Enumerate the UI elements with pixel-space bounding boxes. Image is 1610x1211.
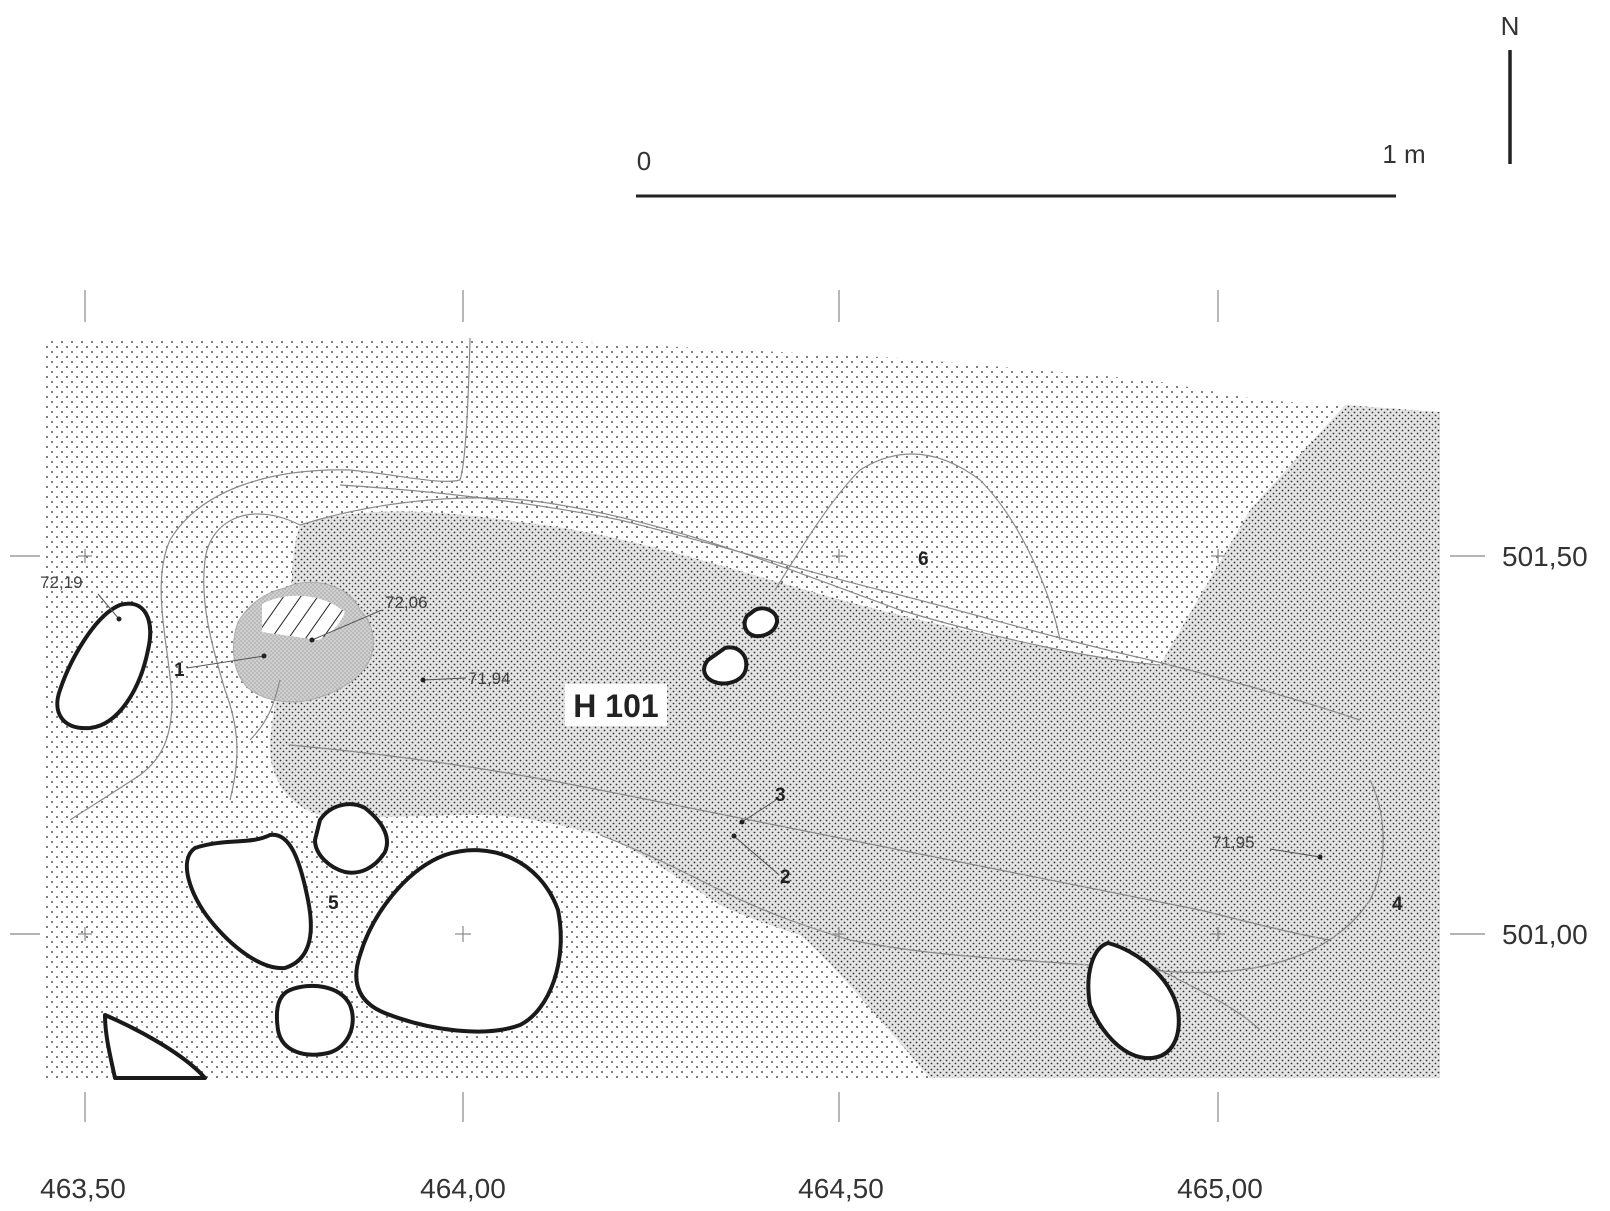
stone xyxy=(702,645,749,686)
x-axis-label: 464,00 xyxy=(420,1173,506,1204)
find-2: 2 xyxy=(731,833,791,888)
hatched-stone xyxy=(262,595,345,640)
elevation-71-94: 71,94 xyxy=(420,669,511,688)
feature-label: H 101 xyxy=(573,688,658,724)
scale-start-label: 0 xyxy=(637,146,651,176)
find-1: 1 xyxy=(174,653,267,681)
contour-line xyxy=(339,484,1361,721)
x-axis-label: 464,50 xyxy=(798,1173,884,1204)
find-number: 3 xyxy=(775,785,786,806)
find-number: 4 xyxy=(1392,894,1403,915)
y-axis-label: 501,50 xyxy=(1502,541,1588,572)
contour-line xyxy=(203,513,301,801)
axis-ticks xyxy=(10,290,1485,1122)
elevation-label: 72,19 xyxy=(40,573,83,592)
contour-line xyxy=(249,679,281,741)
contour-line xyxy=(599,779,1384,973)
stone xyxy=(274,983,355,1057)
find-3: 3 xyxy=(739,785,786,825)
x-axis-label: 465,00 xyxy=(1177,1173,1263,1204)
find-number: 6 xyxy=(918,549,929,570)
contour-line xyxy=(1149,964,1261,1031)
north-arrow: N xyxy=(1501,11,1520,164)
stone xyxy=(184,832,313,971)
stone xyxy=(313,802,389,875)
contour-line xyxy=(289,744,1331,941)
pit-h101-fill xyxy=(269,405,1441,1078)
find-number: 2 xyxy=(780,867,791,888)
elevation-label: 71,95 xyxy=(1212,833,1255,852)
stone xyxy=(1086,941,1181,1061)
scale-bar: 0 1 m xyxy=(636,139,1426,198)
stone xyxy=(354,848,563,1034)
stone xyxy=(103,1013,207,1080)
grid-crosses xyxy=(78,549,1225,942)
elevation-72-19: 72,19 xyxy=(40,573,122,622)
elevation-71-95: 71,95 xyxy=(1212,833,1323,860)
elevation-label: 72,06 xyxy=(385,593,428,612)
feature-label-background xyxy=(565,684,667,726)
north-label: N xyxy=(1501,11,1520,41)
stone xyxy=(742,606,779,639)
elevation-72-06: 72,06 xyxy=(309,593,428,643)
x-axis-label: 463,50 xyxy=(40,1173,126,1204)
find-number: 5 xyxy=(328,893,339,914)
contour-line xyxy=(774,453,1061,641)
stone xyxy=(55,601,153,731)
find-number: 1 xyxy=(174,660,185,681)
scale-end-label: 1 m xyxy=(1382,139,1425,169)
y-axis-label: 501,00 xyxy=(1502,919,1588,950)
contour-line xyxy=(69,337,471,821)
elevation-label: 71,94 xyxy=(468,669,511,688)
